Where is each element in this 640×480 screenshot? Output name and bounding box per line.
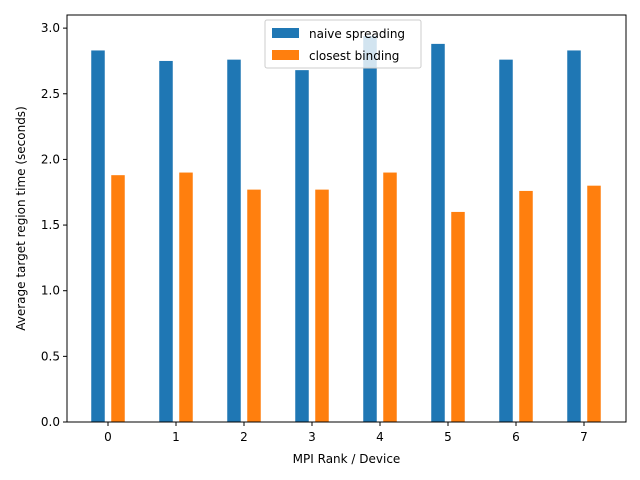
y-tick-label: 2.0 (41, 152, 60, 166)
bar-naive-spreading-5 (431, 43, 445, 422)
y-tick-label: 0.0 (41, 415, 60, 429)
x-tick-label: 0 (104, 430, 112, 444)
legend-label-1: closest binding (309, 49, 399, 63)
y-tick-label: 2.5 (41, 87, 60, 101)
y-tick-label: 1.0 (41, 284, 60, 298)
bar-naive-spreading-0 (91, 50, 105, 422)
bar-closest-binding-2 (247, 189, 261, 422)
x-tick-label: 6 (512, 430, 520, 444)
bar-closest-binding-3 (315, 189, 329, 422)
legend-swatch-0 (272, 28, 299, 38)
y-tick-label: 3.0 (41, 21, 60, 35)
bar-naive-spreading-3 (295, 70, 309, 422)
x-tick-label: 3 (308, 430, 316, 444)
bar-naive-spreading-6 (499, 59, 513, 423)
bar-closest-binding-4 (383, 172, 397, 422)
y-axis-title: Average target region time (seconds) (14, 106, 28, 331)
legend-swatch-1 (272, 50, 299, 60)
bar-closest-binding-0 (111, 175, 125, 422)
x-tick-label: 2 (240, 430, 248, 444)
plot-frame (66, 14, 627, 423)
bar-naive-spreading-1 (159, 60, 173, 423)
bar-closest-binding-7 (587, 185, 601, 422)
y-tick-label: 1.5 (41, 218, 60, 232)
bar-naive-spreading-7 (567, 50, 581, 422)
bar-closest-binding-1 (179, 172, 193, 422)
legend: naive spreading closest binding (264, 19, 422, 69)
bar-closest-binding-5 (451, 211, 465, 422)
bar-closest-binding-6 (519, 190, 533, 422)
x-axis-title: MPI Rank / Device (293, 452, 401, 466)
y-tick-label: 0.5 (41, 349, 60, 363)
x-tick-label: 4 (376, 430, 384, 444)
bar-naive-spreading-2 (227, 59, 241, 423)
axes-group: 0.0 0.5 1.0 1.5 2.0 2.5 3.0 0 1 2 3 4 5 6 7 (41, 14, 627, 444)
bars-group (91, 36, 601, 423)
bar-naive-spreading-4 (363, 36, 377, 423)
legend-box (264, 19, 422, 69)
x-tick-label: 7 (580, 430, 588, 444)
legend-label-0: naive spreading (309, 27, 405, 41)
x-tick-label: 5 (444, 430, 452, 444)
x-tick-label: 1 (172, 430, 180, 444)
